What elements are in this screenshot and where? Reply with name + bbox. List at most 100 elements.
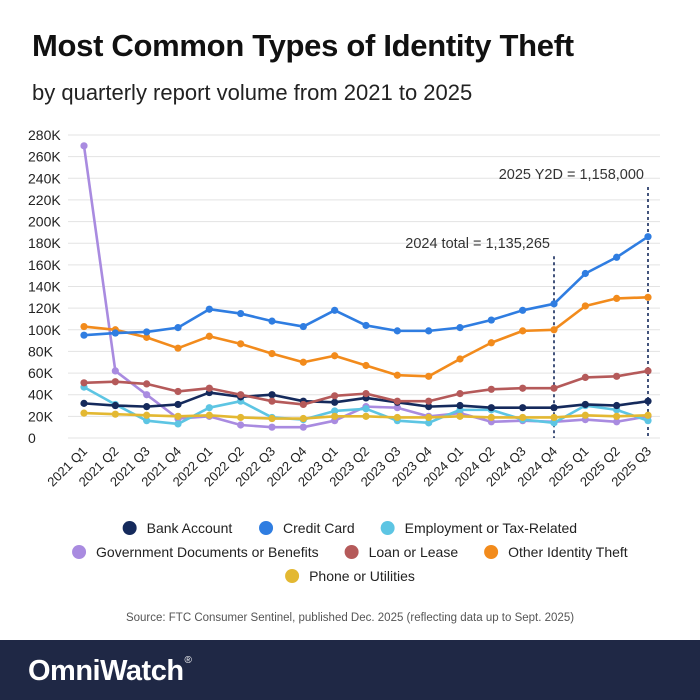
- data-point: [331, 412, 339, 420]
- data-point: [581, 400, 589, 409]
- legend-label: Bank Account: [147, 520, 233, 536]
- legend-label: Other Identity Theft: [508, 544, 628, 560]
- data-point: [613, 418, 621, 426]
- data-point: [362, 390, 370, 398]
- data-point: [550, 326, 558, 334]
- y-tick-label: 80K: [28, 343, 54, 359]
- data-point: [644, 417, 652, 425]
- source-note: Source: FTC Consumer Sentinel, published…: [125, 612, 575, 624]
- data-point: [331, 352, 339, 360]
- data-point: [143, 391, 151, 399]
- data-point: [393, 327, 401, 335]
- legend-marker: [484, 545, 499, 559]
- data-point: [268, 349, 276, 358]
- data-point: [487, 316, 495, 324]
- data-point: [111, 410, 119, 418]
- data-point: [80, 399, 88, 407]
- data-point: [331, 407, 339, 415]
- legend-item: Other Identity Theft: [484, 544, 628, 560]
- data-point: [268, 414, 276, 423]
- data-point: [268, 317, 276, 325]
- data-point: [143, 403, 151, 411]
- data-point: [111, 401, 119, 410]
- y-tick-label: 240K: [28, 170, 61, 186]
- data-point: [456, 412, 464, 420]
- y-tick-label: 100K: [28, 322, 61, 338]
- y-tick-label: 20K: [28, 408, 54, 424]
- data-point: [519, 306, 527, 314]
- data-point: [581, 411, 589, 419]
- data-point: [550, 384, 558, 392]
- data-point: [550, 404, 558, 412]
- data-point: [143, 417, 151, 425]
- series-phone-or-utilities: [80, 409, 652, 423]
- data-point: [205, 332, 213, 340]
- data-point: [519, 384, 527, 392]
- legend-item: Government Documents or Benefits: [72, 544, 319, 560]
- annotation-label: 2025 Y2D = 1,158,000: [499, 167, 644, 183]
- legend-item: Bank Account: [122, 520, 233, 536]
- data-point: [581, 373, 589, 381]
- data-point: [111, 329, 119, 337]
- data-point: [613, 401, 621, 410]
- legend-item: Employment or Tax-Related: [380, 520, 577, 536]
- data-point: [268, 391, 276, 399]
- data-point: [205, 404, 213, 412]
- data-point: [268, 423, 276, 431]
- legend-marker: [380, 521, 395, 535]
- data-point: [299, 423, 307, 431]
- y-tick-label: 60K: [28, 365, 54, 381]
- data-point: [393, 413, 401, 422]
- data-point: [174, 420, 182, 428]
- data-point: [174, 324, 182, 332]
- data-point: [487, 404, 495, 412]
- data-point: [487, 413, 495, 422]
- data-point: [331, 398, 339, 406]
- data-point: [174, 412, 182, 420]
- data-point: [487, 339, 495, 347]
- y-tick-label: 180K: [28, 235, 61, 251]
- legend-marker: [72, 545, 87, 559]
- data-point: [519, 404, 527, 412]
- data-point: [80, 409, 88, 417]
- y-tick-label: 120K: [28, 300, 61, 316]
- chart-subtitle: by quarterly report volume from 2021 to …: [32, 80, 473, 105]
- data-point: [80, 331, 88, 339]
- data-point: [456, 390, 464, 398]
- data-point: [613, 294, 621, 303]
- legend-marker: [344, 545, 359, 559]
- data-point: [425, 419, 433, 427]
- data-point: [237, 421, 245, 429]
- data-point: [299, 414, 307, 423]
- legend-label: Loan or Lease: [369, 544, 459, 560]
- data-point: [111, 378, 119, 386]
- data-point: [393, 371, 401, 379]
- data-point: [393, 397, 401, 405]
- data-point: [174, 344, 182, 352]
- data-point: [425, 413, 433, 422]
- data-point: [237, 340, 245, 348]
- data-point: [80, 322, 88, 331]
- data-point: [205, 411, 213, 419]
- legend-item: Phone or Utilities: [285, 568, 415, 584]
- legend-item: Loan or Lease: [344, 544, 459, 560]
- data-point: [174, 387, 182, 396]
- y-tick-label: 200K: [28, 214, 61, 230]
- data-point: [519, 327, 527, 335]
- data-point: [143, 333, 151, 341]
- omniwatch-logo: OmniWatch®: [28, 655, 192, 687]
- data-point: [425, 403, 433, 411]
- data-point: [644, 411, 652, 419]
- chart-title: Most Common Types of Identity Theft: [32, 28, 574, 63]
- data-point: [425, 372, 433, 380]
- data-point: [299, 358, 307, 366]
- legend-marker: [285, 569, 300, 583]
- data-point: [550, 300, 558, 308]
- data-point: [331, 392, 339, 400]
- y-tick-label: 280K: [28, 127, 61, 143]
- annotation-label: 2024 total = 1,135,265: [405, 236, 550, 252]
- y-tick-label: 40K: [28, 387, 54, 403]
- data-point: [299, 400, 307, 409]
- data-point: [362, 361, 370, 370]
- series-loan-or-lease: [80, 367, 652, 409]
